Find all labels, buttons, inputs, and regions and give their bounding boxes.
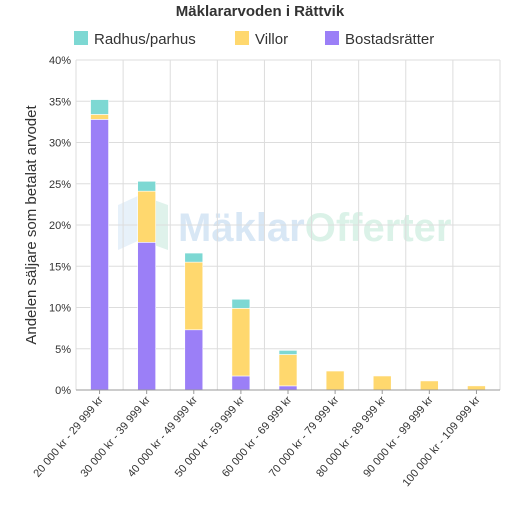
y-tick-label: 0% — [55, 385, 71, 397]
bar-segment-radhus-parhus[interactable] — [278, 350, 298, 355]
bars — [90, 99, 486, 391]
y-tick-label: 10% — [49, 303, 71, 315]
y-tick-label: 30% — [49, 138, 71, 150]
y-tick-label: 25% — [49, 179, 71, 191]
bar-segment-bostadsr-tter[interactable] — [90, 119, 109, 391]
legend: Radhus/parhus Villor Bostadsrätter — [74, 31, 434, 48]
watermark-text: MäklarOfferter — [178, 206, 451, 250]
bar-segment-radhus-parhus[interactable] — [90, 99, 109, 115]
bar-segment-villor[interactable] — [325, 370, 345, 391]
legend-swatch[interactable] — [74, 31, 88, 45]
y-tick-label: 40% — [49, 55, 71, 67]
y-tick-label: 15% — [49, 261, 71, 273]
bar-segment-radhus-parhus[interactable] — [231, 298, 251, 309]
watermark-text-b: Offerter — [305, 206, 452, 250]
y-tick-label: 5% — [55, 344, 71, 356]
bar-segment-bostadsr-tter[interactable] — [184, 329, 204, 391]
bar-segment-radhus-parhus[interactable] — [184, 252, 204, 263]
chart-title: Mäklararvoden i Rättvik — [176, 3, 345, 20]
bar-segment-villor[interactable] — [467, 385, 486, 391]
bar-segment-villor[interactable] — [420, 380, 439, 391]
bar-segment-villor[interactable] — [184, 261, 204, 331]
bar-segment-bostadsr-tter[interactable] — [137, 242, 156, 391]
legend-label[interactable]: Villor — [255, 31, 288, 48]
watermark-text-a: Mäklar — [178, 206, 305, 250]
watermark-logo-icon — [118, 195, 140, 250]
legend-swatch[interactable] — [235, 31, 249, 45]
bar-segment-radhus-parhus[interactable] — [137, 180, 156, 192]
y-tick-label: 35% — [49, 96, 71, 108]
gridlines — [75, 59, 501, 390]
legend-label[interactable]: Radhus/parhus — [94, 31, 196, 48]
y-axis-ticks: 0% 5% 10% 15% 20% 25% 30% 35% 40% — [49, 55, 71, 397]
bar-segment-villor[interactable] — [278, 354, 298, 387]
x-tick-label: 100 000 kr - 109 999 kr — [400, 394, 483, 489]
bar-segment-villor[interactable] — [137, 190, 156, 243]
bar-segment-bostadsr-tter[interactable] — [231, 375, 251, 391]
bar-segment-villor[interactable] — [372, 375, 392, 391]
y-tick-label: 20% — [49, 220, 71, 232]
bar-segment-bostadsr-tter[interactable] — [278, 385, 298, 391]
bar-segment-villor[interactable] — [90, 114, 109, 120]
bar-segment-villor[interactable] — [231, 308, 251, 377]
watermark: MäklarOfferter — [118, 195, 451, 250]
legend-swatch[interactable] — [325, 31, 339, 45]
legend-label[interactable]: Bostadsrätter — [345, 31, 434, 48]
y-axis-label: Andelen säljare som betalat arvodet — [23, 105, 40, 345]
